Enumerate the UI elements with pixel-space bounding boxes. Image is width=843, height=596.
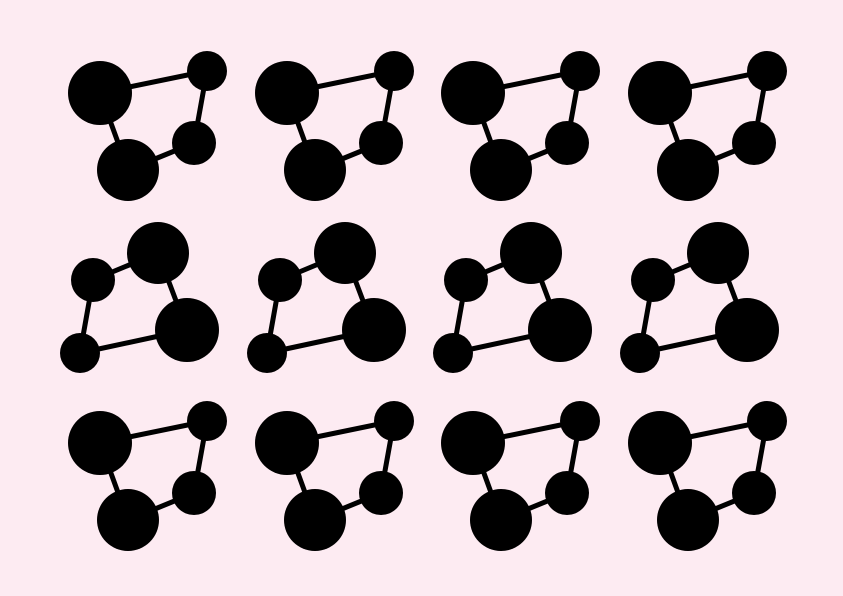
molecule-icon [441, 401, 600, 551]
molecule-icon [433, 222, 592, 373]
molecule-icon [68, 401, 227, 551]
molecule-icon [255, 401, 414, 551]
molecule-icon [247, 222, 406, 373]
molecule-icon [68, 51, 227, 201]
molecule-icon [255, 51, 414, 201]
molecule-icon [441, 51, 600, 201]
molecule-icon [628, 401, 787, 551]
molecule-icon [620, 222, 779, 373]
molecule-icon [628, 51, 787, 201]
molecule-icon [60, 222, 219, 373]
